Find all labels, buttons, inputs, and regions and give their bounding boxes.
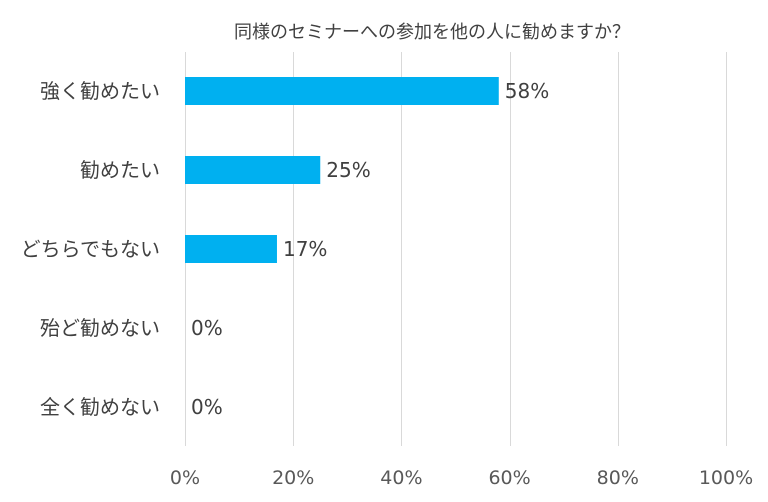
bar-1: [185, 156, 321, 184]
category-label-0: 強く勧めたい: [40, 79, 160, 103]
data-label-0: 58%: [505, 79, 549, 103]
x-axis-tick-labels: 0% 20% 40% 60% 80% 100%: [170, 467, 753, 489]
category-label-1: 勧めたい: [80, 158, 160, 182]
x-tick-label-0: 0%: [170, 467, 200, 489]
category-label-3: 殆ど勧めない: [40, 316, 160, 340]
category-label-2: どちらでもない: [21, 237, 160, 261]
data-label-3: 0%: [191, 316, 223, 340]
x-tick-label-4: 80%: [597, 467, 639, 489]
data-labels: 58% 25% 17% 0% 0%: [191, 79, 549, 419]
category-label-4: 全く勧めない: [40, 395, 160, 419]
x-tick-label-1: 20%: [272, 467, 314, 489]
data-label-4: 0%: [191, 395, 223, 419]
chart-title: 同様のセミナーへの参加を他の人に勧めますか？: [234, 22, 630, 43]
x-tick-label-3: 60%: [488, 467, 530, 489]
x-tick-label-2: 40%: [380, 467, 422, 489]
data-label-1: 25%: [326, 158, 370, 182]
x-tick-label-5: 100%: [699, 467, 753, 489]
bars: [185, 77, 499, 263]
bar-2: [185, 235, 277, 263]
gridlines: [185, 52, 727, 446]
bar-0: [185, 77, 499, 105]
data-label-2: 17%: [283, 237, 327, 261]
